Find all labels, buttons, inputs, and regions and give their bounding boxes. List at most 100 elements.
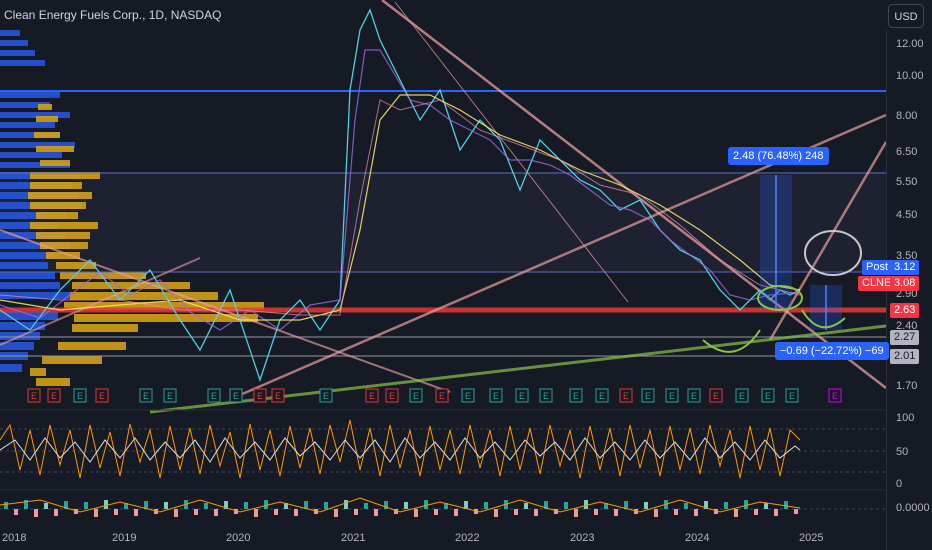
svg-text:E: E [573,391,579,401]
earnings-marker[interactable]: E [539,388,553,403]
earnings-marker[interactable]: E [73,388,87,403]
earnings-marker[interactable]: E [735,388,749,403]
earnings-marker[interactable]: E [665,388,679,403]
earnings-markers[interactable]: E E E E E E E E [27,388,842,403]
measure-down-label[interactable]: −0.69 (−22.72%) −69 [775,342,889,360]
svg-text:E: E [519,391,525,401]
time-tick: 2019 [112,532,137,544]
earnings-marker[interactable]: E [687,388,701,403]
price-tick: 2.40 [896,320,918,332]
time-tick: 2023 [570,532,595,544]
earnings-marker[interactable]: E [229,388,243,403]
stoch-line-orange [0,419,801,479]
earnings-marker[interactable]: E [319,388,333,403]
time-tick: 2025 [799,532,824,544]
svg-text:E: E [439,391,445,401]
measure-up-label[interactable]: 2.48 (76.48%) 248 [728,147,829,165]
symbol-title[interactable]: Clean Energy Fuels Corp., 1D, NASDAQ [4,8,222,22]
range-zone [0,172,886,272]
osc-tick: 0 [896,478,903,490]
projection-circle[interactable] [804,230,862,276]
cup-curve-green[interactable] [702,329,761,353]
earnings-marker[interactable]: E [163,388,177,403]
price-tick: 6.50 [896,146,918,158]
earnings-marker[interactable]: E [409,388,423,403]
trendline-down-thin[interactable] [394,1,629,303]
earnings-marker[interactable]: E [641,388,655,403]
svg-text:E: E [623,391,629,401]
svg-text:E: E [211,391,217,401]
svg-text:E: E [413,391,419,401]
pattern-circle-small[interactable] [757,285,803,311]
earnings-marker[interactable]: E [569,388,583,403]
earnings-marker[interactable]: E [515,388,529,403]
macd-tick: 0.0000 [896,502,930,514]
moving-average-pink [0,99,801,316]
earnings-marker[interactable]: E [595,388,609,403]
price-line-purple [0,49,801,331]
level-price-badge: 2.63 [890,303,920,318]
osc-tick: 100 [896,412,915,424]
level-price-badge: 2.27 [890,330,920,345]
volume-profile-gold [28,104,264,386]
time-tick: 2024 [685,532,710,544]
level-price-badge: 2.01 [890,349,920,364]
time-tick: 2022 [455,532,480,544]
earnings-marker-upcoming[interactable]: E [828,388,842,403]
last-price-badge: 3.08 [890,276,920,291]
moving-average-yellow [0,94,801,321]
osc-tick: 50 [896,446,909,458]
price-tick: 1.70 [896,380,918,392]
earnings-marker[interactable]: E [365,388,379,403]
earnings-marker[interactable]: E [709,388,723,403]
svg-text:E: E [493,391,499,401]
svg-text:E: E [99,391,105,401]
earnings-marker[interactable]: E [761,388,775,403]
svg-text:E: E [669,391,675,401]
svg-text:E: E [369,391,375,401]
earnings-marker[interactable]: E [271,388,285,403]
price-tick: 3.50 [896,250,918,262]
currency-button[interactable]: USD [888,4,924,28]
trendline-left-down[interactable] [0,229,451,393]
earnings-marker[interactable]: E [435,388,449,403]
svg-text:E: E [257,391,263,401]
earnings-marker[interactable]: E [47,388,61,403]
svg-text:E: E [323,391,329,401]
earnings-marker[interactable]: E [253,388,267,403]
svg-text:E: E [31,391,37,401]
svg-text:E: E [275,391,281,401]
earnings-marker[interactable]: E [27,388,41,403]
svg-text:E: E [465,391,471,401]
stoch-line-white [0,437,801,463]
time-tick: 2018 [2,532,27,544]
svg-text:E: E [713,391,719,401]
post-label: Post [862,260,893,275]
earnings-marker[interactable]: E [95,388,109,403]
svg-text:E: E [389,391,395,401]
svg-text:E: E [765,391,771,401]
earnings-marker[interactable]: E [489,388,503,403]
earnings-marker[interactable]: E [785,388,799,403]
time-tick: 2021 [341,532,366,544]
earnings-marker[interactable]: E [385,388,399,403]
svg-text:E: E [789,391,795,401]
svg-text:E: E [599,391,605,401]
price-tick: 10.00 [896,70,924,82]
svg-text:E: E [691,391,697,401]
price-tick: 8.00 [896,110,918,122]
earnings-marker[interactable]: E [139,388,153,403]
svg-text:E: E [739,391,745,401]
macd-signal-line [0,497,801,513]
svg-text:E: E [543,391,549,401]
earnings-marker[interactable]: E [207,388,221,403]
trendline-steep-up[interactable] [768,141,888,341]
svg-text:E: E [77,391,83,401]
price-line-cyan [0,8,801,383]
earnings-marker[interactable]: E [619,388,633,403]
handle-curve-green[interactable] [801,309,846,329]
earnings-marker[interactable]: E [461,388,475,403]
trendline-left-up[interactable] [0,257,201,346]
price-tick: 12.00 [896,38,924,50]
